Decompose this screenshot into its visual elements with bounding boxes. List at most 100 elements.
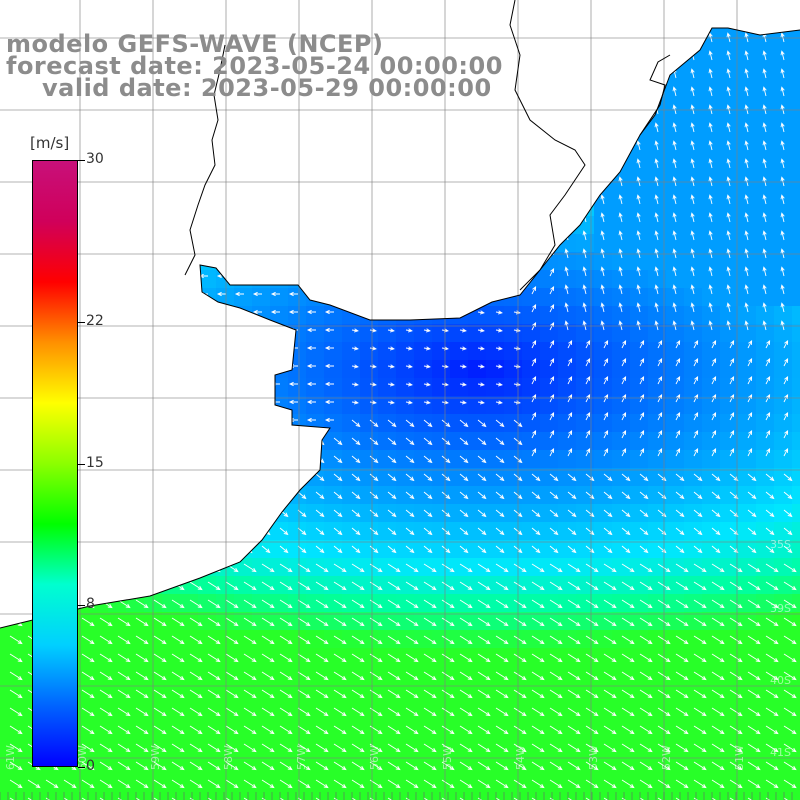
wind-arrow — [0, 219, 10, 225]
wind-arrow — [171, 473, 181, 482]
wind-arrow — [693, 599, 707, 609]
wind-arrow — [549, 447, 555, 457]
wind-arrow — [600, 68, 605, 79]
wind-arrow — [549, 581, 563, 591]
wind-arrow — [477, 130, 485, 135]
wind-arrow — [747, 491, 757, 500]
wind-arrow — [387, 779, 401, 789]
wind-arrow — [495, 599, 509, 609]
wind-arrow — [531, 653, 545, 663]
wind-arrow — [333, 581, 347, 591]
wind-arrow — [189, 563, 203, 573]
coastline — [0, 27, 800, 629]
wind-arrow — [279, 437, 289, 446]
wind-arrow — [351, 509, 361, 518]
wind-arrow — [549, 707, 563, 717]
wind-arrow — [423, 364, 431, 369]
wind-arrow — [549, 267, 555, 277]
wind-arrow — [18, 255, 28, 261]
wind-arrow — [765, 393, 771, 403]
wind-arrow — [189, 527, 199, 536]
wind-arrow — [495, 256, 503, 261]
wind-arrow — [81, 671, 95, 681]
wind-arrow — [252, 111, 262, 117]
wind-arrow — [765, 447, 771, 457]
wind-arrow — [198, 147, 208, 153]
wind-arrow — [477, 328, 485, 333]
wind-arrow — [693, 743, 707, 753]
wind-arrow — [153, 527, 163, 536]
wind-arrow — [672, 266, 677, 277]
wind-arrow — [654, 50, 659, 61]
wind-arrow — [675, 725, 689, 735]
wind-arrow — [603, 725, 617, 735]
wind-arrow — [234, 417, 244, 423]
wind-arrow — [9, 707, 23, 717]
wind-arrow — [423, 220, 431, 225]
wind-arrow — [0, 165, 10, 171]
wind-arrow — [198, 399, 208, 405]
wind-arrow — [18, 201, 28, 207]
wind-arrow — [135, 437, 145, 446]
wind-arrow — [711, 779, 725, 789]
wind-arrow — [9, 653, 23, 663]
wind-arrow — [603, 447, 609, 457]
wind-arrow — [423, 437, 433, 446]
wind-arrow — [585, 563, 599, 573]
wind-arrow — [117, 437, 127, 446]
wind-arrow — [423, 202, 431, 207]
wind-arrow — [81, 779, 95, 789]
wind-arrow — [369, 130, 377, 135]
wind-arrow — [495, 346, 503, 351]
wind-arrow — [225, 437, 235, 446]
wind-arrow — [780, 50, 785, 61]
wind-arrow — [153, 617, 167, 627]
wind-arrow — [405, 761, 419, 771]
wind-arrow — [387, 707, 401, 717]
wind-arrow — [198, 165, 208, 171]
wind-arrow — [477, 635, 491, 645]
wind-arrow — [117, 635, 131, 645]
wind-arrow — [171, 797, 185, 800]
wind-arrow — [747, 473, 757, 482]
wind-arrow — [513, 761, 527, 771]
wind-arrow — [459, 112, 467, 117]
colorbar — [32, 160, 78, 767]
wind-arrow — [657, 545, 667, 554]
wind-arrow — [513, 274, 521, 279]
wind-arrow — [243, 653, 257, 663]
wind-arrow — [9, 761, 23, 771]
wind-arrow — [135, 725, 149, 735]
wind-arrow — [0, 327, 10, 333]
wind-arrow — [672, 158, 677, 169]
wind-arrow — [279, 473, 289, 482]
wind-arrow — [549, 491, 559, 500]
wind-arrow — [126, 291, 136, 297]
wind-arrow — [567, 473, 577, 482]
wind-arrow — [81, 743, 95, 753]
wind-arrow — [234, 345, 244, 351]
wind-arrow — [9, 743, 23, 753]
wind-arrow — [216, 363, 226, 369]
wind-arrow — [126, 363, 136, 369]
wind-arrow — [162, 273, 172, 279]
wind-arrow — [441, 419, 451, 428]
wind-arrow — [108, 309, 118, 315]
wind-arrow — [747, 581, 761, 591]
wind-arrow — [81, 689, 95, 699]
wind-arrow — [369, 400, 377, 405]
wind-arrow — [636, 86, 641, 97]
wind-arrow — [477, 310, 485, 315]
wind-arrow — [423, 617, 437, 627]
wind-arrow — [639, 689, 653, 699]
wind-arrow — [99, 797, 113, 800]
wind-arrow — [495, 400, 503, 405]
wind-arrow — [81, 563, 95, 573]
wind-arrow — [603, 563, 617, 573]
wind-arrow — [495, 40, 503, 45]
wind-arrow — [261, 725, 275, 735]
wind-arrow — [18, 129, 28, 135]
wind-arrow — [762, 212, 767, 223]
wind-arrow — [270, 183, 280, 189]
wind-arrow — [567, 509, 577, 518]
